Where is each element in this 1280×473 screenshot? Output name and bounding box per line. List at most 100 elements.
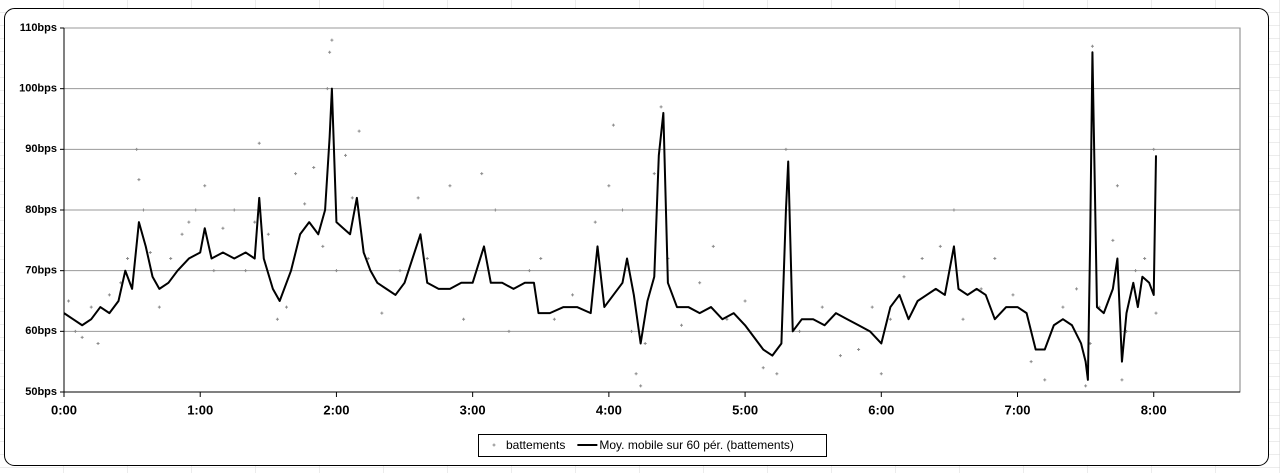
marker xyxy=(73,329,77,333)
x-tick-label: 8:00 xyxy=(1141,402,1167,417)
x-tick-label: 1:00 xyxy=(187,402,213,417)
marker xyxy=(1154,311,1158,315)
marker xyxy=(652,172,656,176)
marker xyxy=(630,329,634,333)
marker xyxy=(552,317,556,321)
y-tick-label: 50bps xyxy=(25,386,57,398)
marker xyxy=(1043,378,1047,382)
marker xyxy=(639,384,643,388)
marker xyxy=(888,317,892,321)
marker xyxy=(1084,384,1088,388)
marker xyxy=(148,250,152,254)
marker xyxy=(711,244,715,248)
marker xyxy=(194,208,198,212)
marker xyxy=(870,305,874,309)
marker xyxy=(798,329,802,333)
marker xyxy=(607,184,611,188)
marker xyxy=(357,129,361,133)
x-tick-label: 7:00 xyxy=(1004,402,1030,417)
marker xyxy=(330,38,334,42)
x-tick-label: 6:00 xyxy=(868,402,894,417)
marker xyxy=(938,244,942,248)
x-tick-label: 4:00 xyxy=(596,402,622,417)
marker xyxy=(221,226,225,230)
x-tick-label: 0:00 xyxy=(51,402,77,417)
moving-average-line xyxy=(63,51,1157,381)
marker xyxy=(137,178,141,182)
marker xyxy=(180,232,184,236)
marker xyxy=(1152,147,1156,151)
marker xyxy=(448,184,452,188)
marker xyxy=(1029,360,1033,364)
marker xyxy=(416,196,420,200)
marker xyxy=(1011,293,1015,297)
legend-label: Moy. mobile sur 60 pér. (battements) xyxy=(599,438,794,452)
marker xyxy=(80,335,84,339)
marker xyxy=(659,105,663,109)
marker xyxy=(303,202,307,206)
marker xyxy=(1120,378,1124,382)
marker xyxy=(775,372,779,376)
marker xyxy=(232,208,236,212)
marker xyxy=(275,317,279,321)
marker xyxy=(1061,305,1065,309)
marker xyxy=(507,329,511,333)
marker xyxy=(527,269,531,273)
y-tick-label: 60bps xyxy=(25,325,57,337)
marker xyxy=(1075,287,1079,291)
axes: 50bps 60bps 70bps 80bps 90bps 100bps 110bps 0:0… xyxy=(19,22,1240,417)
marker xyxy=(328,50,332,54)
marker xyxy=(321,244,325,248)
marker xyxy=(643,341,647,345)
marker xyxy=(838,354,842,358)
marker xyxy=(126,257,130,261)
marker xyxy=(879,372,883,376)
marker xyxy=(1134,269,1138,273)
marker xyxy=(993,257,997,261)
marker xyxy=(325,87,329,91)
marker xyxy=(698,281,702,285)
marker xyxy=(611,123,615,127)
marker xyxy=(141,208,145,212)
marker xyxy=(284,305,288,309)
marker xyxy=(1115,184,1119,188)
marker xyxy=(857,348,861,352)
marker xyxy=(169,257,173,261)
marker xyxy=(334,269,338,273)
marker xyxy=(820,305,824,309)
legend-symbol xyxy=(492,443,496,447)
marker xyxy=(212,269,216,273)
marker xyxy=(244,269,248,273)
marker xyxy=(257,141,261,145)
marker xyxy=(350,196,354,200)
x-tick-label: 5:00 xyxy=(732,402,758,417)
marker xyxy=(1143,257,1147,261)
y-tick-label: 100bps xyxy=(19,83,57,95)
marker xyxy=(425,257,429,261)
marker xyxy=(979,287,983,291)
marker xyxy=(680,323,684,327)
marker xyxy=(187,220,191,224)
marker xyxy=(89,305,93,309)
marker xyxy=(312,166,316,170)
marker xyxy=(784,147,788,151)
y-tick-label: 80bps xyxy=(25,204,57,216)
y-tick-label: 70bps xyxy=(25,265,57,277)
legend-items: battements Moy. mobile sur 60 pér. (batte… xyxy=(492,438,794,452)
marker xyxy=(135,147,139,151)
marker xyxy=(157,305,161,309)
marker xyxy=(952,208,956,212)
marker xyxy=(634,372,638,376)
x-tick-label: 3:00 xyxy=(460,402,486,417)
legend xyxy=(478,434,827,457)
marker xyxy=(380,311,384,315)
legend-label: battements xyxy=(506,438,565,452)
marker xyxy=(96,341,100,345)
y-tick-label: 110bps xyxy=(20,22,57,34)
marks xyxy=(63,38,1158,388)
marker xyxy=(725,317,729,321)
marker xyxy=(902,275,906,279)
y-tick-label: 90bps xyxy=(25,143,57,155)
